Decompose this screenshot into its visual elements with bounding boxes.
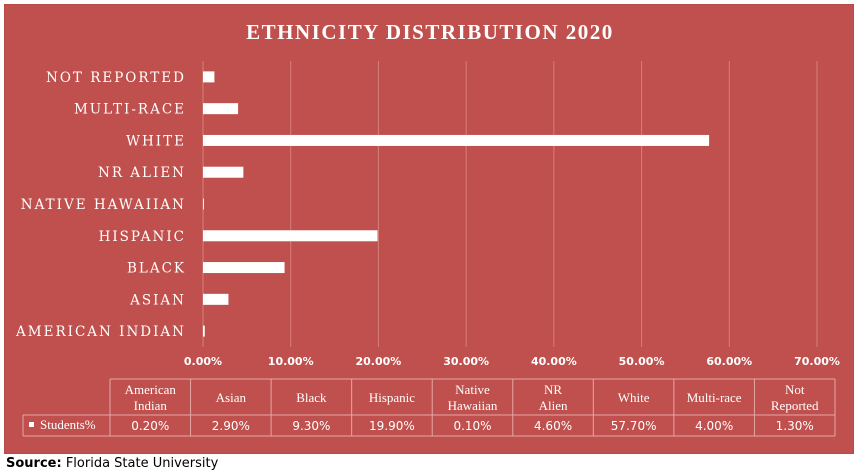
data-table: American Indian Asian Black Hispanic Native Ha… <box>22 378 836 437</box>
source-line: Source: Florida State University <box>6 456 218 471</box>
table-header: Not Reported <box>771 382 819 413</box>
table-value: 2.90% <box>212 419 250 433</box>
table-value: 9.30% <box>292 419 330 433</box>
bar <box>203 103 239 115</box>
table-header: White <box>618 390 650 405</box>
chart-title: ETHNICITY DISTRIBUTION 2020 <box>246 20 614 44</box>
table-value: 0.20% <box>131 419 169 433</box>
grid-lines <box>202 61 818 347</box>
bar <box>203 262 285 274</box>
bar <box>203 293 229 305</box>
category-label: HISPANIC <box>99 229 186 245</box>
table-header: Asian <box>216 390 247 405</box>
x-tick-label: 30.00% <box>443 355 489 368</box>
table-header: NR Alien <box>539 382 568 413</box>
bar <box>203 325 205 337</box>
table-value: 1.30% <box>776 419 814 433</box>
table-header: American Indian <box>125 382 177 413</box>
table-value: 19.90% <box>369 419 415 433</box>
bar <box>203 71 215 83</box>
category-labels: AMERICAN INDIAN ASIAN BLACK HISPANIC NATIVE … <box>15 70 186 340</box>
x-tick-label: 50.00% <box>619 355 665 368</box>
legend-key <box>29 422 34 427</box>
x-tick-label: 60.00% <box>706 355 752 368</box>
category-label: AMERICAN INDIAN <box>15 324 186 340</box>
bar <box>203 230 378 242</box>
x-tick-label: 0.00% <box>184 355 222 368</box>
category-label: BLACK <box>127 261 186 277</box>
table-header: Native Hawaiian <box>448 382 498 413</box>
category-label: MULTI-RACE <box>74 102 186 118</box>
source-label: Source: <box>6 456 62 471</box>
table-value: 57.70% <box>611 419 657 433</box>
category-label: WHITE <box>126 133 186 149</box>
source-text: Florida State University <box>61 456 219 471</box>
table-value: 4.60% <box>534 419 572 433</box>
bar <box>203 166 244 178</box>
chart-panel: ETHNICITY DISTRIBUTION 2020 AMERICAN IND… <box>4 4 854 454</box>
table-header: Black <box>296 390 327 405</box>
bars <box>203 71 710 337</box>
bar <box>203 198 204 210</box>
category-label: ASIAN <box>129 292 186 308</box>
category-label: NR ALIEN <box>98 165 186 181</box>
category-label: NATIVE HAWAIIAN <box>21 197 186 213</box>
table-header: Hispanic <box>369 390 415 405</box>
x-tick-label: 10.00% <box>268 355 314 368</box>
table-value: 0.10% <box>453 419 491 433</box>
table-value: 4.00% <box>695 419 733 433</box>
x-tick-label: 20.00% <box>356 355 402 368</box>
category-label: NOT REPORTED <box>46 70 186 86</box>
x-tick-label: 40.00% <box>531 355 577 368</box>
table-header: Multi-race <box>687 390 742 405</box>
chart-svg: ETHNICITY DISTRIBUTION 2020 AMERICAN IND… <box>15 20 840 437</box>
table-row-label: Students% <box>40 417 96 432</box>
x-tick-label: 70.00% <box>794 355 840 368</box>
x-axis-tick-labels: 0.00% 10.00% 20.00% 30.00% 40.00% 50.00% 60.00… <box>184 355 840 368</box>
bar <box>203 134 710 146</box>
